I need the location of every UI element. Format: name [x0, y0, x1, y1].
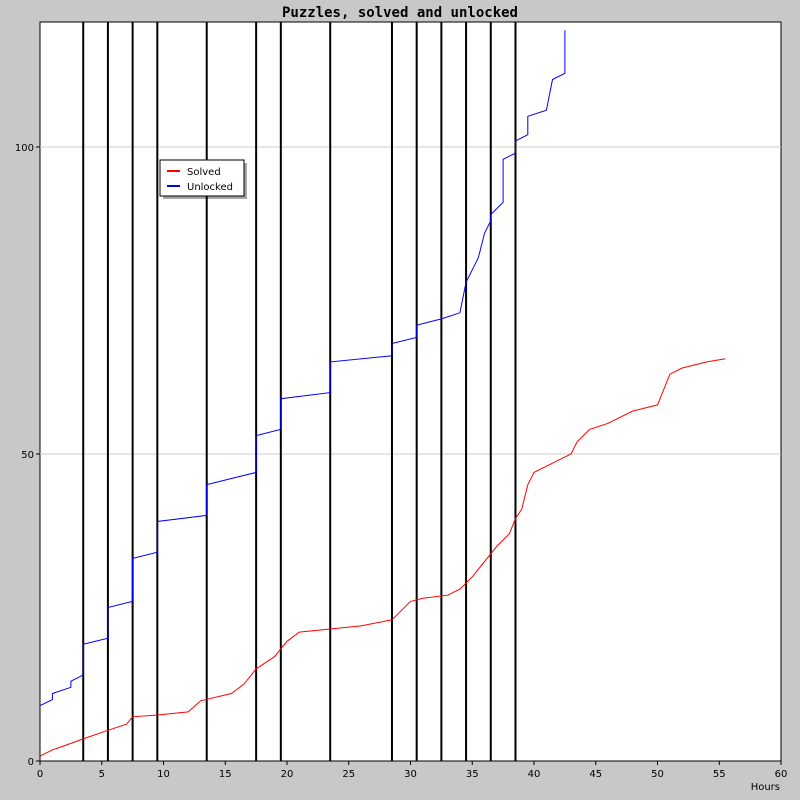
legend-box — [159, 159, 245, 197]
x-tick-label-30: 30 — [404, 769, 417, 780]
legend-label-unlocked: Unlocked — [187, 182, 233, 193]
x-tick-label-15: 15 — [219, 769, 232, 780]
x-axis-ticks: 0 5 10 15 20 25 30 35 40 45 50 55 60 — [37, 761, 788, 780]
series-solved-line — [40, 358, 726, 757]
x-tick-label-60: 60 — [775, 769, 788, 780]
x-tick-label-10: 10 — [157, 769, 170, 780]
x-tick-label-25: 25 — [342, 769, 355, 780]
x-tick-label-50: 50 — [651, 769, 664, 780]
plot-area — [39, 21, 782, 762]
series-unlocked-line — [40, 30, 566, 707]
x-tick-label-40: 40 — [528, 769, 541, 780]
y-tick-label-100: 100 — [15, 143, 34, 154]
legend: Solved Unlocked — [159, 159, 247, 199]
x-tick-label-5: 5 — [99, 769, 105, 780]
chart-title: Puzzles, solved and unlocked — [282, 5, 518, 21]
y-tick-label-0: 0 — [28, 757, 34, 768]
x-axis-label: Hours — [751, 782, 780, 793]
y-tick-label-50: 50 — [21, 450, 34, 461]
legend-label-solved: Solved — [187, 167, 221, 178]
series-lines — [40, 30, 726, 757]
event-lines — [82, 22, 517, 761]
x-tick-label-20: 20 — [281, 769, 294, 780]
x-tick-label-45: 45 — [589, 769, 602, 780]
x-tick-label-55: 55 — [713, 769, 726, 780]
grid-lines — [40, 146, 781, 455]
x-tick-label-35: 35 — [466, 769, 479, 780]
y-axis-ticks: 0 50 100 — [15, 143, 40, 768]
x-tick-label-0: 0 — [37, 769, 43, 780]
